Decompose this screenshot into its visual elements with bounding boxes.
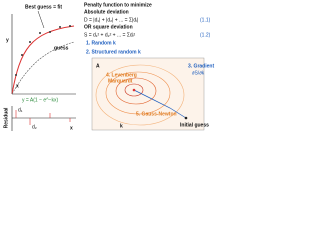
step-5: 5. Gauss-Newton (136, 111, 177, 117)
contours (95, 64, 185, 126)
step-2: 2. Structured random k (86, 49, 141, 55)
residual-plot: Residual d₁ d₂ x (3, 106, 76, 131)
absolute-label: Absolute deviation (84, 9, 129, 15)
step-1: 1. Random k (86, 40, 116, 46)
a-axis: A (96, 63, 100, 69)
page: {"left": {"best_guess": "Best guess = fi… (0, 0, 220, 135)
gradient-path (133, 89, 187, 119)
arrow (37, 10, 45, 29)
d1-label: d₁ (18, 107, 23, 113)
or-square-label: OR square deviation (84, 24, 133, 30)
figure: Best guess = fit guess y x y = A(1 − e^−… (3, 2, 214, 131)
x-label: x (16, 83, 19, 89)
minimum (132, 88, 136, 92)
step-3: 3. Gradient (188, 63, 214, 69)
initial-point (184, 116, 188, 120)
step-4b: Marquardt (108, 78, 133, 84)
residual-x-label: x (70, 125, 73, 131)
residual-label: Residual (3, 107, 9, 128)
data-points (15, 25, 71, 76)
title: Penalty function to minimize (84, 2, 152, 8)
eq-d: D = |d₁| + |d₂| + ... = Σ|dᵢ| (84, 17, 138, 23)
guess-label: guess (54, 45, 69, 51)
penalty-panel: Penalty function to minimize Absolute de… (84, 2, 214, 131)
d2-label: d₂ (32, 124, 37, 130)
eq-d-number: (1.1) (200, 17, 211, 23)
residual-bars (15, 110, 71, 125)
equation: y = A(1 − e^−kx) (22, 97, 58, 103)
y-label: y (6, 37, 9, 43)
eq-s-number: (1.2) (200, 32, 211, 38)
eq-s: S = d₁² + d₂² + ... = Σdᵢ² (84, 32, 135, 38)
best-guess-label: Best guess = fit (25, 4, 62, 10)
step-4a: 4. Levenberg (106, 72, 137, 78)
guess-curve (11, 41, 75, 95)
fit-plot: Best guess = fit guess y x y = A(1 − e^−… (6, 4, 76, 103)
fit-curve (11, 25, 75, 95)
initial-guess: Initial guess (180, 122, 209, 128)
step-3-formula: ∂S/∂k (192, 70, 205, 76)
k-axis: k (120, 123, 123, 129)
